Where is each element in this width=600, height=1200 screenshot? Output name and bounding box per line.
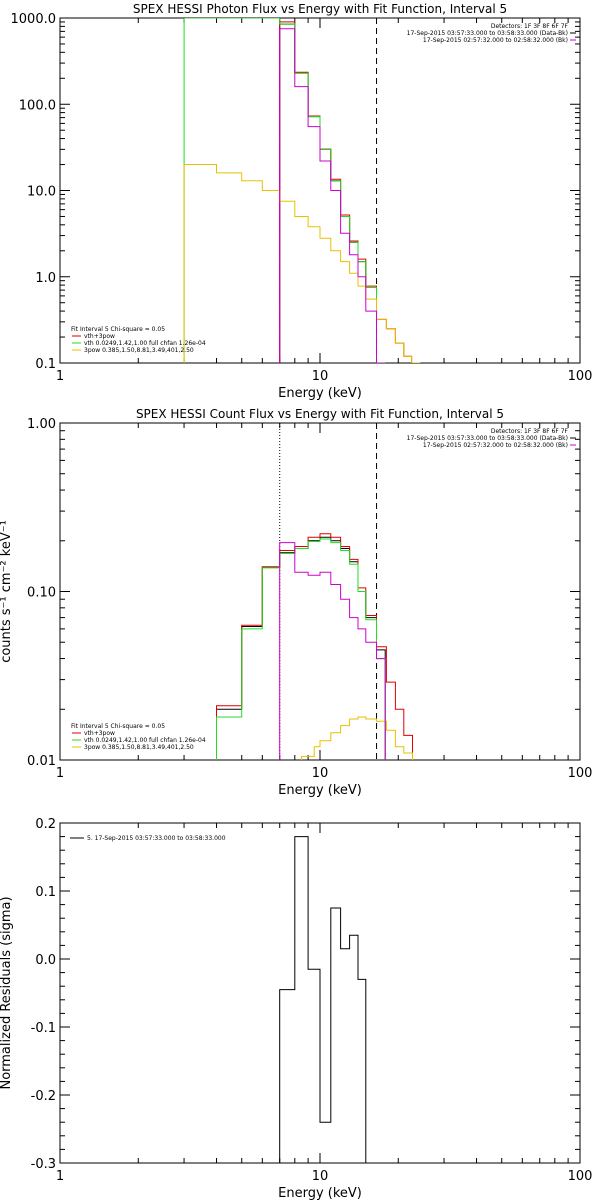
series-line-black bbox=[279, 836, 386, 1163]
y-tick-label: 0.01 bbox=[27, 754, 56, 769]
x-tick-label: 100 bbox=[568, 766, 593, 781]
x-axis-label: Energy (keV) bbox=[278, 1186, 362, 1200]
x-tick-label: 10 bbox=[312, 369, 329, 384]
plot-frame bbox=[59, 17, 581, 364]
chart-panel-1: SPEX HESSI Photon Flux vs Energy with Fi… bbox=[11, 2, 593, 401]
legend-entry: 3pow 0.385,1.50,8.81,3.49,401,2.50 bbox=[84, 744, 194, 751]
y-tick-label: -0.2 bbox=[31, 1089, 56, 1104]
y-tick-label: 1000.0 bbox=[11, 12, 57, 27]
y-axis-label: Normalized Residuals (sigma) bbox=[0, 896, 14, 1089]
series-line-gold bbox=[183, 164, 421, 363]
series-line-magenta bbox=[279, 542, 386, 760]
legend-entry: vth 0.0249,1.42,1.00 full chfan 1.26e-04 bbox=[84, 737, 206, 744]
y-tick-label: 0.0 bbox=[35, 953, 56, 968]
y-tick-label: 0.10 bbox=[27, 586, 56, 601]
legend-entry: vth+3pow bbox=[84, 730, 115, 737]
y-axis-label: counts s⁻¹ cm⁻² keV⁻¹ bbox=[0, 520, 14, 663]
x-tick-label: 1 bbox=[56, 766, 64, 781]
legend-entry: 17-Sep-2015 02:57:32.000 to 02:58:32.000… bbox=[423, 442, 568, 449]
chart-panel-3: 1 10 100 -0.3 -0.2 -0.1 0.0 0.1 0.2 Energy (keV) N… bbox=[0, 817, 592, 1200]
legend-entry: Fit Interval 5 Chi-square = 0.05 bbox=[71, 723, 165, 730]
legend-entry: 3pow 0.385,1.50,8.81,3.49,401,2.50 bbox=[84, 347, 194, 354]
legend-entry: vth+3pow bbox=[84, 333, 115, 340]
chart-panel-2: SPEX HESSI Count Flux vs Energy with Fit… bbox=[0, 407, 592, 798]
x-tick-label: 1 bbox=[56, 369, 64, 384]
series-line-magenta bbox=[279, 28, 386, 363]
x-tick-label: 10 bbox=[312, 1169, 329, 1184]
series-line-green bbox=[216, 538, 386, 760]
chart-title: SPEX HESSI Count Flux vs Energy with Fit… bbox=[136, 407, 504, 421]
y-tick-label: 100.0 bbox=[19, 98, 56, 113]
y-tick-label: 10.0 bbox=[27, 185, 56, 200]
series-line-green bbox=[183, 18, 386, 363]
legend-entry: 17-Sep-2015 03:57:33.000 to 03:58:33.000… bbox=[407, 435, 568, 442]
y-tick-label: 0.1 bbox=[35, 357, 56, 372]
legend-entry: Fit Interval 5 Chi-square = 0.05 bbox=[71, 326, 165, 333]
x-tick-label: 100 bbox=[568, 369, 593, 384]
y-tick-label: 0.2 bbox=[35, 817, 56, 832]
x-tick-label: 1 bbox=[56, 1169, 64, 1184]
x-axis-label: Energy (keV) bbox=[278, 783, 362, 798]
series-line-gold bbox=[301, 716, 413, 760]
legend-entry: Detectors: 1F 3F 8F 6F 7F bbox=[491, 23, 569, 30]
series-line-red bbox=[216, 533, 413, 760]
y-tick-label: 0.1 bbox=[35, 885, 56, 900]
y-tick-label: 1.00 bbox=[27, 417, 56, 432]
x-tick-label: 10 bbox=[312, 766, 329, 781]
chart-title: SPEX HESSI Photon Flux vs Energy with Fi… bbox=[133, 2, 507, 16]
x-tick-label: 100 bbox=[568, 1169, 593, 1184]
legend-entry: 17-Sep-2015 03:57:33.000 to 03:58:33.000… bbox=[407, 30, 568, 37]
y-tick-label: -0.3 bbox=[31, 1157, 56, 1172]
legend-entry: Detectors: 1F 3F 8F 6F 7F bbox=[491, 428, 569, 435]
legend-entry: 5. 17-Sep-2015 03:57:33.000 to 03:58:33.… bbox=[87, 835, 226, 842]
x-axis-label: Energy (keV) bbox=[278, 386, 362, 401]
plot-frame bbox=[59, 422, 581, 761]
legend-entry: vth 0.0249,1.42,1.00 full chfan 1.26e-04 bbox=[84, 340, 206, 347]
series-line-black bbox=[279, 23, 386, 363]
legend-entry: 17-Sep-2015 02:57:32.000 to 02:58:32.000… bbox=[423, 37, 568, 44]
y-tick-label: -0.1 bbox=[31, 1021, 56, 1036]
y-tick-label: 1.0 bbox=[35, 271, 56, 286]
